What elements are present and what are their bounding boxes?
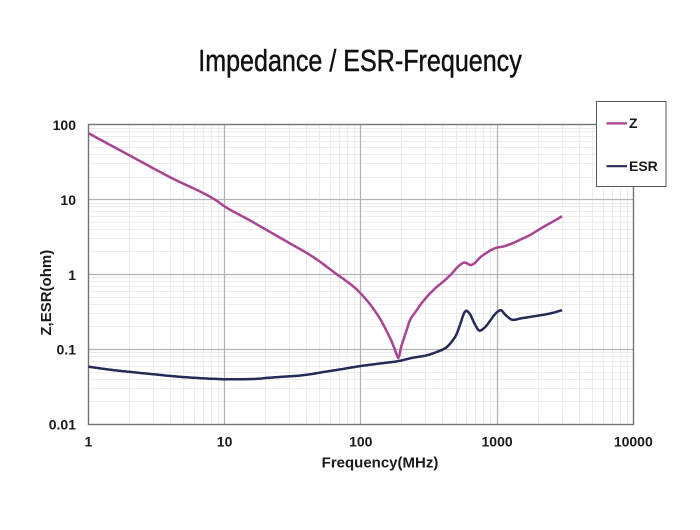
svg-text:1: 1: [85, 433, 93, 449]
svg-text:Impedance / ESR-Frequency: Impedance / ESR-Frequency: [198, 42, 522, 77]
svg-text:10000: 10000: [614, 433, 653, 449]
svg-text:Z: Z: [629, 115, 638, 131]
svg-text:10: 10: [60, 192, 76, 208]
svg-text:Z,ESR(ohm): Z,ESR(ohm): [38, 250, 55, 336]
svg-text:10: 10: [217, 433, 233, 449]
svg-text:100: 100: [53, 117, 77, 133]
svg-text:0.1: 0.1: [57, 342, 77, 358]
svg-text:100: 100: [349, 433, 373, 449]
svg-text:0.01: 0.01: [49, 417, 76, 433]
svg-text:Frequency(MHz): Frequency(MHz): [322, 454, 439, 471]
svg-text:1000: 1000: [482, 433, 513, 449]
svg-text:ESR: ESR: [629, 158, 658, 174]
svg-text:1: 1: [68, 267, 76, 283]
